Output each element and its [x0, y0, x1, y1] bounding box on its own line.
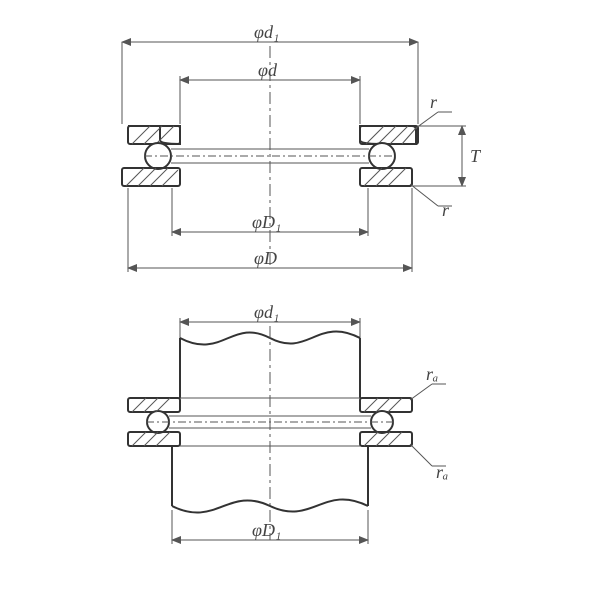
top-view: φd₁ φd	[122, 22, 482, 272]
diagram-canvas: φd₁ φd	[0, 0, 600, 600]
label-r-top: r	[416, 92, 452, 128]
label-ra-bot: rₐ	[410, 444, 448, 482]
dim-T: T	[412, 126, 482, 186]
top-washer	[128, 126, 418, 144]
bottom-view: φd₁	[128, 302, 448, 544]
label-r-bot: r	[410, 184, 452, 220]
svg-text:r: r	[442, 200, 450, 220]
label-d1-bot: φd₁	[254, 302, 279, 322]
label-ra-top: rₐ	[410, 364, 446, 400]
svg-text:rₐ: rₐ	[426, 364, 438, 384]
housing-bot	[172, 446, 368, 513]
label-d-top: φd	[258, 60, 278, 80]
label-T: T	[470, 146, 482, 166]
label-D1-top: φD₁	[252, 212, 281, 232]
label-D-top: φD	[254, 248, 277, 268]
svg-text:r: r	[430, 92, 438, 112]
bottom-washer	[122, 168, 412, 186]
label-D1-bot: φD₁	[252, 520, 281, 540]
svg-text:rₐ: rₐ	[436, 462, 448, 482]
label-d1-top: φd₁	[254, 22, 279, 42]
